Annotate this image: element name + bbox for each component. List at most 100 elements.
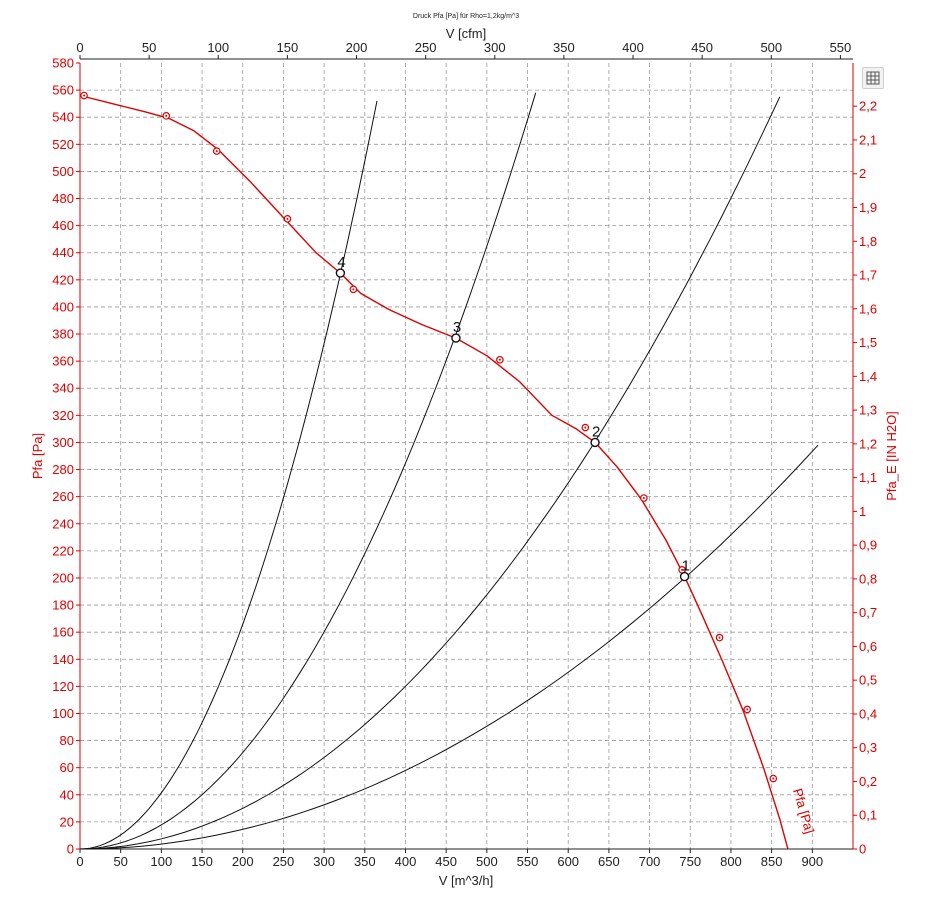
- fan-curve: [79, 94, 789, 850]
- x2-tick-label-2: 100: [207, 40, 229, 55]
- y2-tick-label-19: 1,9: [859, 200, 877, 215]
- y2-tick-label-18: 1,8: [859, 234, 877, 249]
- y-tick-label-15: 300: [52, 435, 74, 450]
- y2-tick-label-14: 1,4: [859, 369, 877, 384]
- y2-tick-label-11: 1,1: [859, 470, 877, 485]
- y2-tick-label-10: 1: [859, 504, 866, 519]
- fan-curve-label: Pfa [Pa]: [790, 787, 817, 836]
- grid: [80, 63, 853, 849]
- x-tick-label-18: 900: [801, 854, 823, 869]
- fan-curve-group: [79, 94, 789, 850]
- chart-title: Druck Pfa [Pa] für Rho=1,2kg/m^3: [413, 13, 519, 20]
- measure-point-dot-9: [718, 636, 721, 639]
- y-tick-label-1: 20: [60, 814, 74, 829]
- operating-point-3: [451, 333, 461, 343]
- x-tick-label-15: 750: [679, 854, 701, 869]
- x-tick-label-4: 200: [232, 854, 254, 869]
- x2-tick-label-8: 400: [622, 40, 644, 55]
- y2-tick-label-2: 0,2: [859, 774, 877, 789]
- y-tick-label-4: 80: [60, 733, 74, 748]
- y-tick-label-6: 120: [52, 679, 74, 694]
- measure-point-dot-4: [352, 288, 355, 291]
- right-y-axis-label: Pfa_E [IN H2O]: [884, 411, 899, 501]
- y2-tick-label-8: 0,8: [859, 571, 877, 586]
- y2-tick-label-3: 0,3: [859, 740, 877, 755]
- y2-tick-label-21: 2,1: [859, 132, 877, 147]
- table-export-icon: [866, 71, 880, 85]
- x2-tick-label-7: 350: [553, 40, 575, 55]
- y-tick-label-26: 520: [52, 137, 74, 152]
- export-button[interactable]: [862, 67, 884, 89]
- y2-tick-label-0: 0: [859, 842, 866, 857]
- y-tick-label-17: 340: [52, 381, 74, 396]
- y2-tick-label-15: 1,5: [859, 335, 877, 350]
- y-tick-label-9: 180: [52, 598, 74, 613]
- x2-tick-label-1: 50: [142, 40, 156, 55]
- y2-tick-label-20: 2: [859, 166, 866, 181]
- x2-tick-label-10: 500: [760, 40, 782, 55]
- system-curve-3: [79, 92, 537, 850]
- x-tick-label-1: 50: [113, 854, 127, 869]
- y-tick-label-21: 420: [52, 272, 74, 287]
- x2-tick-label-6: 300: [484, 40, 506, 55]
- x-tick-label-7: 350: [354, 854, 376, 869]
- y-tick-label-7: 140: [52, 652, 74, 667]
- operating-point-label-2: 2: [592, 423, 600, 440]
- y2-tick-label-7: 0,7: [859, 605, 877, 620]
- system-curve-1: [79, 444, 819, 850]
- y-tick-label-25: 500: [52, 164, 74, 179]
- x-tick-label-9: 450: [435, 854, 457, 869]
- operating-point-1: [679, 571, 690, 582]
- y2-tick-label-12: 1,2: [859, 436, 877, 451]
- y2-tick-label-16: 1,6: [859, 301, 877, 316]
- y-tick-label-8: 160: [52, 625, 74, 640]
- y-tick-label-10: 200: [52, 570, 74, 585]
- operating-point-label-1: 1: [682, 558, 690, 575]
- measure-point-dot-5: [498, 358, 501, 361]
- measure-point-dot-6: [584, 426, 587, 429]
- x2-tick-label-9: 450: [691, 40, 713, 55]
- y-tick-label-23: 460: [52, 218, 74, 233]
- y-tick-label-13: 260: [52, 489, 74, 504]
- x-tick-label-17: 850: [761, 854, 783, 869]
- x-axis-ticks: 0 50 100 150 200 250 300 350 400 450 500 550 600 650 7…: [76, 849, 823, 869]
- x-tick-label-14: 700: [639, 854, 661, 869]
- y2-tick-label-4: 0,4: [859, 706, 877, 721]
- y-tick-label-27: 540: [52, 110, 74, 125]
- measure-point-dot-10: [746, 708, 749, 711]
- x2-tick-label-5: 250: [415, 40, 437, 55]
- y-tick-label-12: 240: [52, 516, 74, 531]
- top-x-axis-ticks: 0 50 100 150 200 250 300 350 400 450 500 550: [76, 40, 851, 59]
- x-tick-label-6: 300: [313, 854, 335, 869]
- operating-points: 1 2 3 4: [335, 254, 690, 582]
- y2-tick-label-5: 0,5: [859, 673, 877, 688]
- y-tick-label-14: 280: [52, 462, 74, 477]
- x-tick-label-5: 250: [273, 854, 295, 869]
- y-tick-label-5: 100: [52, 706, 74, 721]
- x-tick-label-12: 600: [557, 854, 579, 869]
- y-tick-label-0: 0: [67, 842, 74, 857]
- top-x-axis-label: V [cfm]: [446, 26, 486, 41]
- measure-point-dot-3: [286, 217, 289, 220]
- y-tick-label-24: 480: [52, 191, 74, 206]
- x-tick-label-3: 150: [191, 854, 213, 869]
- x-tick-label-10: 500: [476, 854, 498, 869]
- system-curve-4: [79, 100, 378, 850]
- x2-tick-label-11: 550: [830, 40, 852, 55]
- system-curves: [79, 92, 819, 850]
- y-tick-label-28: 560: [52, 83, 74, 98]
- operating-point-2: [590, 437, 600, 448]
- x2-tick-label-3: 150: [277, 40, 299, 55]
- y-tick-label-2: 40: [60, 787, 74, 802]
- operating-point-4: [335, 268, 346, 278]
- y-tick-label-22: 440: [52, 245, 74, 260]
- x-tick-label-13: 650: [598, 854, 620, 869]
- operating-point-label-3: 3: [453, 319, 461, 336]
- x2-tick-label-0: 0: [76, 40, 83, 55]
- y-tick-label-11: 220: [52, 543, 74, 558]
- x-tick-label-0: 0: [76, 854, 83, 869]
- axes: [79, 58, 854, 850]
- y-tick-label-29: 580: [52, 56, 74, 71]
- y2-tick-label-13: 1,3: [859, 403, 877, 418]
